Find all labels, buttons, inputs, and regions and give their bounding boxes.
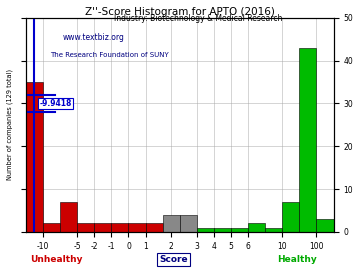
Title: Z''-Score Histogram for APTO (2016): Z''-Score Histogram for APTO (2016) <box>85 7 275 17</box>
Bar <box>214 228 231 232</box>
Bar <box>231 228 248 232</box>
Bar <box>197 228 214 232</box>
Y-axis label: Number of companies (129 total): Number of companies (129 total) <box>7 69 13 180</box>
Bar <box>248 223 265 232</box>
Bar <box>265 228 282 232</box>
Bar <box>300 48 316 232</box>
Bar <box>111 223 129 232</box>
Bar <box>60 202 77 232</box>
Text: Industry: Biotechnology & Medical Research: Industry: Biotechnology & Medical Resear… <box>114 14 282 23</box>
Text: -9.9418: -9.9418 <box>40 99 72 108</box>
Text: Healthy: Healthy <box>277 255 316 264</box>
Text: Unhealthy: Unhealthy <box>31 255 83 264</box>
Bar <box>180 215 197 232</box>
Bar <box>77 223 94 232</box>
Bar <box>163 215 180 232</box>
Bar <box>316 219 334 232</box>
Bar <box>94 223 111 232</box>
Text: www.textbiz.org: www.textbiz.org <box>63 33 125 42</box>
Bar <box>43 223 60 232</box>
Bar <box>129 223 145 232</box>
Bar <box>145 223 163 232</box>
Bar <box>282 202 300 232</box>
Text: The Research Foundation of SUNY: The Research Foundation of SUNY <box>50 52 169 58</box>
Bar <box>26 82 43 232</box>
Text: Score: Score <box>159 255 188 264</box>
